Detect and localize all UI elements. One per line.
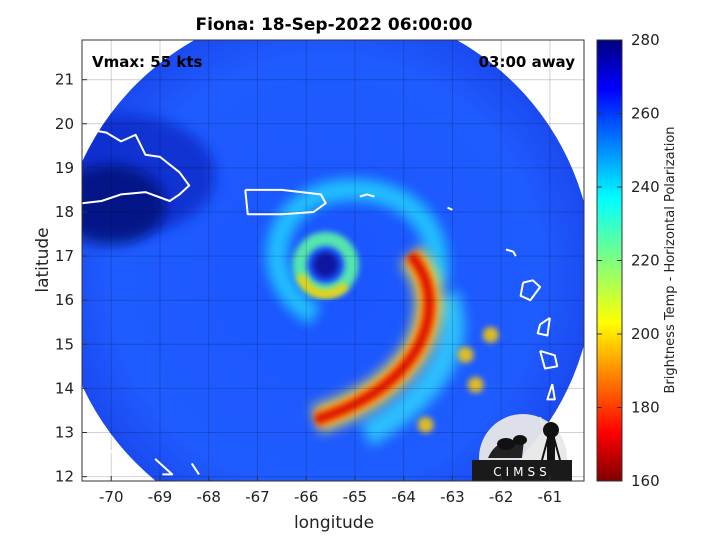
x-axis: -70 -69 -68 -67 -66 -65 -64 -63 -62 -61: [99, 476, 562, 506]
coastline: [359, 193, 375, 198]
plot-frame: [81, 39, 585, 482]
colorbar-tick-label: 280: [631, 31, 660, 49]
x-tick-label: -67: [245, 488, 270, 506]
coastline: [536, 316, 551, 337]
coastline: [447, 206, 453, 211]
colorbar-tick-label: 240: [631, 178, 660, 196]
x-tick-label: -62: [489, 488, 514, 506]
swath-image: [82, 40, 584, 481]
y-tick-label: 14: [55, 379, 74, 397]
y-tick-label: 19: [55, 159, 74, 177]
colorbar-tick-label: 180: [631, 399, 660, 417]
y-axis-label: latitude: [33, 227, 53, 292]
cimss-logo: CIMSS: [472, 414, 572, 481]
coastline: [539, 349, 559, 370]
colorbar-ticks: 160 180 200 220 240 260 280: [597, 31, 660, 490]
coastline: [82, 127, 191, 205]
x-tick-label: -70: [99, 488, 124, 506]
coastline: [505, 248, 517, 257]
x-tick-label: -65: [343, 488, 368, 506]
y-tick-label: 20: [55, 115, 74, 133]
coastline: [107, 449, 113, 458]
coastline: [190, 462, 200, 475]
storm-features: [82, 114, 499, 447]
x-tick-label: -68: [196, 488, 221, 506]
logo-text: CIMSS: [493, 465, 551, 479]
coastlines: [82, 127, 559, 476]
colorbar-tick-label: 220: [631, 252, 660, 270]
grid-lines: [82, 40, 584, 481]
x-tick-label: -66: [294, 488, 319, 506]
x-tick-label: -64: [391, 488, 416, 506]
chart-title: Fiona: 18-Sep-2022 06:00:00: [196, 15, 473, 35]
time-offset-label: 03:00 away: [479, 53, 576, 71]
coastline: [154, 458, 174, 476]
x-tick-label: -61: [538, 488, 563, 506]
colorbar-tick-label: 260: [631, 105, 660, 123]
colorbar-tick-label: 160: [631, 472, 660, 490]
y-tick-label: 18: [55, 203, 74, 221]
y-tick-label: 17: [55, 247, 74, 265]
vmax-label: Vmax: 55 kts: [92, 53, 202, 71]
x-tick-label: -69: [148, 488, 173, 506]
y-tick-label: 13: [55, 423, 74, 441]
y-tick-label: 15: [55, 335, 74, 353]
coastline: [546, 383, 556, 401]
y-tick-label: 21: [55, 71, 74, 89]
coastline: [519, 279, 542, 302]
colorbar-tick-label: 200: [631, 325, 660, 343]
y-tick-label: 16: [55, 291, 74, 309]
coastline: [244, 188, 327, 216]
y-tick-label: 12: [55, 468, 74, 486]
y-axis: 12 13 14 15 16 17 18 19 20 21: [55, 71, 87, 486]
colorbar-label: Brightness Temp - Horizontal Polarizatio…: [663, 126, 678, 393]
x-axis-label: longitude: [294, 513, 374, 533]
x-tick-label: -63: [440, 488, 465, 506]
